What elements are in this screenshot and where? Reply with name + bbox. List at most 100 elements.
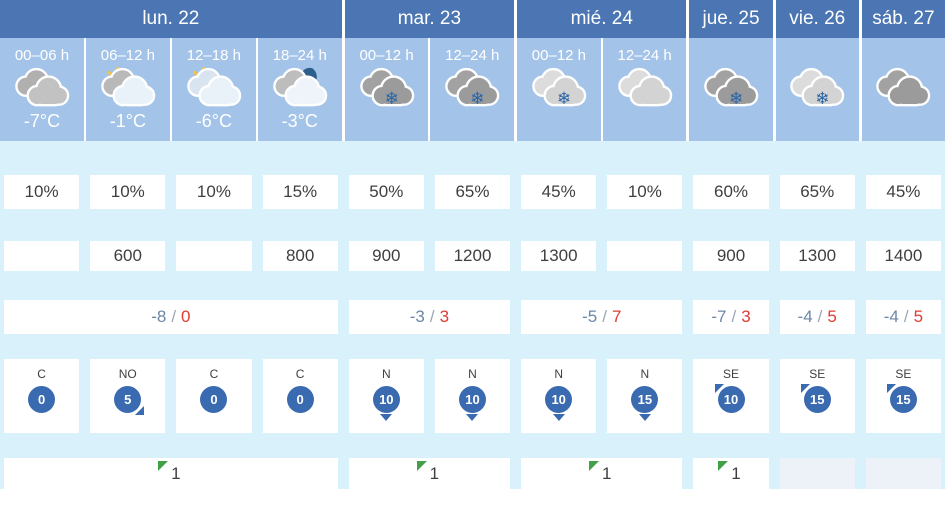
temperature-min-max-row: -8/0 -3/3 -5/7 -7/3 -4/5 -4/5 xyxy=(0,300,945,334)
day-label: mar. 23 xyxy=(397,8,462,29)
snow-level-value: 1300 xyxy=(521,241,597,271)
dark-clouds-snow-icon: ❄ xyxy=(430,67,514,111)
period-cell: 18–24 h -3°C xyxy=(255,38,342,141)
sun-behind-clouds-icon xyxy=(86,67,170,111)
wind-speed-badge: 0 xyxy=(28,386,56,413)
snow-level-value xyxy=(176,241,252,271)
dark-clouds-icon xyxy=(862,67,945,111)
periods-row: 00–12 h ❄ 12–24 h ❄ xyxy=(344,38,515,141)
snow-level-value xyxy=(607,241,683,271)
wind-arrow-icon xyxy=(638,414,651,421)
wind-speed-badge: 15 xyxy=(631,386,659,421)
sun-with-cloud-icon xyxy=(172,67,256,111)
wind-direction: C xyxy=(37,367,46,381)
uv-index-cell: 1 xyxy=(693,458,769,489)
overcast-clouds-icon xyxy=(0,67,84,111)
periods-row xyxy=(861,38,945,141)
dark-clouds-snow-icon: ❄ xyxy=(689,67,772,111)
period-cell: ❄ xyxy=(689,38,772,141)
period-cell: 00–12 h ❄ xyxy=(345,38,429,141)
light-clouds-snow-icon: ❄ xyxy=(776,67,859,111)
period-cell: 12–24 h xyxy=(600,38,687,141)
period-time-label: 06–12 h xyxy=(100,47,156,64)
wind-cell: N 10 xyxy=(348,359,424,433)
temperature-range: -3/3 xyxy=(348,300,511,334)
uv-index-cell: 1 xyxy=(4,458,338,489)
uv-flag-icon xyxy=(158,460,169,471)
snowflake-icon: ❄ xyxy=(815,88,830,108)
day-column-jue-25: jue. 25 ❄ xyxy=(689,0,773,141)
period-cell: 00–12 h ❄ xyxy=(517,38,601,141)
forecast-header-section: lun. 22 00–06 h -7°C 06–12 h -1°C 12–18 … xyxy=(0,0,945,141)
periods-row: ❄ xyxy=(775,38,859,141)
precipitation-probability-row: 10% 10% 10% 15% 50% 65% 45% 10% 60% 65% … xyxy=(0,175,945,209)
period-time-label: 12–24 h xyxy=(445,47,500,64)
snow-level-row: 600 800 900 1200 1300 900 1300 1400 xyxy=(0,241,945,271)
wind-arrow-icon xyxy=(714,384,724,393)
snowflake-icon: ❄ xyxy=(470,88,485,108)
day-label: vie. 26 xyxy=(789,8,846,29)
wind-arrow-icon xyxy=(466,414,479,421)
uv-index-cell xyxy=(865,458,941,489)
day-column-vie-26: vie. 26 ❄ xyxy=(775,0,859,141)
snow-level-value: 800 xyxy=(262,241,338,271)
light-clouds-snow-icon: ❄ xyxy=(517,67,601,111)
snow-level-value: 900 xyxy=(348,241,424,271)
day-header: lun. 22 xyxy=(0,0,342,38)
precip-value: 50% xyxy=(348,175,424,209)
uv-index-cell xyxy=(779,458,855,489)
dark-clouds-snow-icon: ❄ xyxy=(345,67,429,111)
day-label: sáb. 27 xyxy=(872,8,935,29)
uv-index-cell: 1 xyxy=(348,458,511,489)
wind-speed-badge: 15 xyxy=(886,384,917,413)
wind-cell: N 10 xyxy=(521,359,597,433)
snowflake-icon: ❄ xyxy=(384,88,399,108)
day-column-mie-24: mié. 24 00–12 h ❄ 12–24 h xyxy=(517,0,687,141)
uv-index-row: 1 1 1 1 xyxy=(0,458,945,489)
day-label: mié. 24 xyxy=(570,8,633,29)
period-time-label: 18–24 h xyxy=(272,47,327,64)
wind-speed-badge: 10 xyxy=(458,386,486,421)
snow-level-value: 1400 xyxy=(865,241,941,271)
weather-forecast-table: lun. 22 00–06 h -7°C 06–12 h -1°C 12–18 … xyxy=(0,0,945,489)
period-time-label: 00–06 h xyxy=(14,47,70,64)
uv-flag-icon xyxy=(718,460,729,471)
snowflake-icon: ❄ xyxy=(729,88,744,108)
snowflake-icon: ❄ xyxy=(556,88,572,108)
day-header: sáb. 27 xyxy=(861,0,945,38)
period-cell: ❄ xyxy=(776,38,859,141)
snow-level-value: 1300 xyxy=(779,241,855,271)
wind-speed-badge: 0 xyxy=(286,386,314,413)
day-label: lun. 22 xyxy=(142,8,200,29)
snow-level-value xyxy=(4,241,80,271)
day-header: mar. 23 xyxy=(344,0,515,38)
precip-value: 60% xyxy=(693,175,769,209)
snow-level-value: 600 xyxy=(90,241,166,271)
precip-value: 10% xyxy=(176,175,252,209)
wind-cell: SE 15 xyxy=(779,359,855,433)
wind-speed-badge: 0 xyxy=(200,386,228,413)
temperature-range: -4/5 xyxy=(865,300,941,334)
uv-flag-icon xyxy=(416,460,427,471)
period-temperature: -3°C xyxy=(281,111,318,131)
wind-direction: SE xyxy=(809,367,826,381)
wind-cell: N 15 xyxy=(607,359,683,433)
day-header: mié. 24 xyxy=(517,0,687,38)
periods-row: 00–06 h -7°C 06–12 h -1°C 12–18 h -6°C 1… xyxy=(0,38,342,141)
wind-speed-badge: 10 xyxy=(714,384,745,413)
temperature-range: -4/5 xyxy=(779,300,855,334)
snow-level-value: 1200 xyxy=(434,241,511,271)
precip-value: 10% xyxy=(4,175,80,209)
period-cell xyxy=(862,38,945,141)
period-cell: 12–24 h ❄ xyxy=(428,38,514,141)
period-cell: 12–18 h -6°C xyxy=(169,38,256,141)
wind-cell: SE 10 xyxy=(693,359,769,433)
periods-row: 00–12 h ❄ 12–24 h xyxy=(517,38,687,141)
wind-cell: N 10 xyxy=(434,359,511,433)
day-column-mar-23: mar. 23 00–12 h ❄ 12–24 h ❄ xyxy=(344,0,515,141)
precip-value: 45% xyxy=(521,175,597,209)
day-header: vie. 26 xyxy=(775,0,859,38)
